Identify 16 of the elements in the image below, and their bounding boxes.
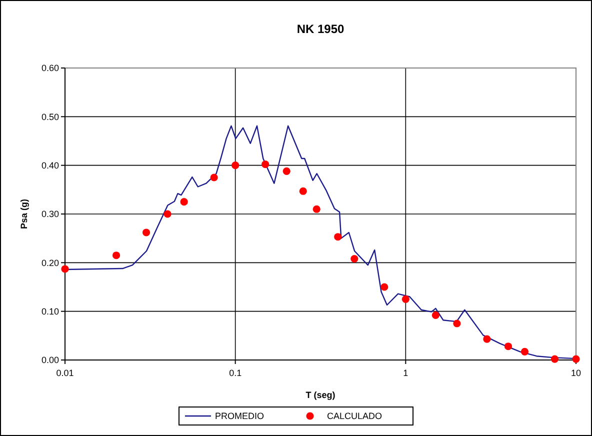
y-tick-label: 0.50 (41, 112, 59, 122)
y-axis-title: Psa (g) (19, 198, 29, 230)
x-tick-label: 0.01 (56, 368, 74, 378)
x-axis-title: T (seg) (306, 390, 336, 400)
y-tick-label: 0.20 (41, 258, 59, 268)
y-tick-label: 0.30 (41, 209, 59, 220)
y-tick-label: 0.40 (41, 160, 59, 170)
legend-label: CALCULADO (327, 411, 382, 422)
y-tick-label: 0.00 (41, 355, 59, 366)
x-tick-label: 1 (403, 368, 408, 378)
y-tick-label: 0.60 (41, 63, 59, 74)
y-tick-label: 0.10 (41, 306, 59, 316)
x-tick-label: 10 (570, 368, 582, 378)
legend-label: PROMEDIO (215, 411, 264, 422)
chart-title: NK 1950 (296, 22, 344, 36)
x-tick-label: 0.1 (229, 368, 242, 378)
